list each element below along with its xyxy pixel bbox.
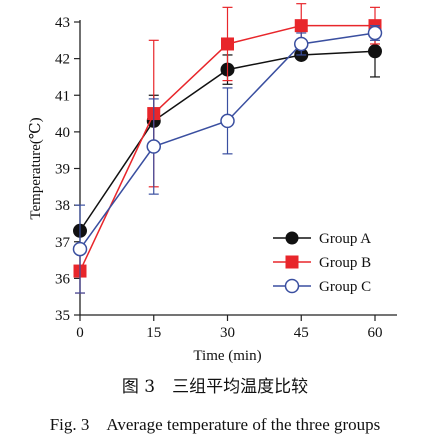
- group-b-legend-label: Group B: [319, 255, 371, 271]
- y-tick-label: 43: [55, 15, 70, 31]
- y-tick-label: 37: [55, 235, 71, 251]
- group-c-point: [146, 139, 161, 154]
- group-a-point: [368, 44, 382, 59]
- group-b-point: [221, 37, 234, 51]
- group-c-legend-label: Group C: [319, 279, 371, 295]
- x-tick-label: 15: [146, 325, 161, 341]
- y-tick-label: 35: [55, 308, 70, 324]
- group-c-point: [220, 113, 235, 129]
- y-tick-label: 41: [55, 88, 70, 104]
- y-tick-label: 42: [55, 52, 70, 68]
- figure-caption-chinese: 图 3 三组平均温度比较: [121, 377, 309, 397]
- group-a-legend-label: Group A: [319, 231, 371, 247]
- line-chart: 35 36 37 38 39 40 41 42 43 0 15 30 45 60 Time (min) Tem…: [28, 3, 397, 364]
- x-axis-label: Time (min): [193, 348, 261, 364]
- x-tick-label: 60: [368, 325, 383, 341]
- y-axis-label: Temperature(℃): [28, 117, 44, 219]
- group-b-legend-marker: [285, 255, 299, 269]
- y-tick-label: 39: [55, 162, 70, 178]
- figure-caption-english: Fig. 3 Average temperature of the three …: [49, 415, 381, 434]
- group-c-point: [367, 25, 383, 41]
- y-tick-label: 36: [55, 271, 71, 287]
- group-c-point: [72, 241, 88, 257]
- group-c-legend-marker: [284, 278, 300, 294]
- x-tick-label: 0: [76, 325, 84, 341]
- y-tick-label: 38: [55, 198, 70, 214]
- x-tick-label: 45: [294, 325, 309, 341]
- group-c-point: [294, 36, 309, 52]
- y-tick-label: 40: [55, 125, 70, 141]
- group-a-legend-marker: [285, 231, 299, 245]
- group-b-point: [294, 19, 308, 33]
- x-tick-label: 30: [220, 325, 235, 341]
